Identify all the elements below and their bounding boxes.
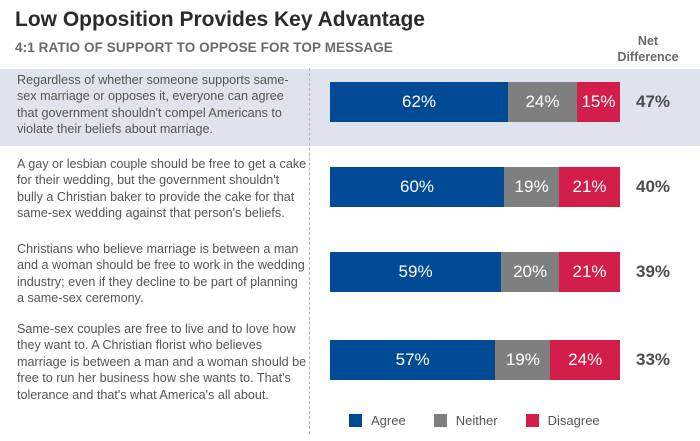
stacked-bar: 57% 19% 24%	[330, 340, 620, 380]
stacked-bar: 60% 19% 21%	[330, 167, 620, 207]
bar-segment-disagree: 21%	[559, 167, 620, 207]
bar-segment-disagree: 24%	[550, 340, 620, 380]
legend-swatch-agree	[349, 414, 362, 427]
bar-segment-agree: 62%	[330, 82, 509, 122]
net-difference-value: 40%	[636, 177, 671, 196]
dashed-divider	[309, 68, 310, 434]
bar-segment-neither: 19%	[504, 167, 560, 207]
message-text: Regardless of whether someone supports s…	[17, 73, 289, 137]
net-difference-value: 47%	[636, 92, 671, 111]
legend-label-agree: Agree	[371, 413, 406, 428]
bar-value-label: 20%	[513, 262, 548, 281]
bar-segment-neither: 24%	[508, 82, 577, 122]
bar-value-label: 60%	[399, 177, 435, 196]
legend-item-neither: Neither	[433, 413, 498, 428]
legend-label-disagree: Disagree	[547, 413, 600, 428]
bar-segment-disagree: 15%	[576, 82, 620, 122]
bar-value-label: 21%	[572, 262, 607, 281]
bar-segment-agree: 59%	[330, 252, 502, 292]
legend-item-agree: Agree	[349, 413, 406, 428]
chart-title: Low Opposition Provides Key Advantage	[15, 8, 425, 31]
legend-swatch-disagree	[525, 414, 539, 427]
bar-value-label: 19%	[505, 350, 540, 369]
net-difference-value: 33%	[636, 350, 671, 369]
bar-value-label: 24%	[568, 350, 603, 369]
bar-value-label: 62%	[401, 92, 437, 111]
bar-segment-neither: 19%	[495, 340, 551, 380]
net-difference-header: Net Difference	[617, 34, 679, 64]
legend-label-neither: Neither	[455, 413, 498, 428]
net-difference-value: 39%	[636, 262, 671, 281]
bar-segment-disagree: 21%	[559, 252, 620, 292]
legend: Agree Neither Disagree	[349, 413, 628, 428]
message-text: Same-sex couples are free to live and to…	[17, 322, 307, 402]
message-text: Christians who believe marriage is betwe…	[17, 242, 305, 306]
bar-value-label: 59%	[398, 262, 433, 281]
bar-value-label: 57%	[395, 350, 430, 369]
message-text: A gay or lesbian couple should be free t…	[17, 157, 307, 221]
bar-value-label: 24%	[525, 92, 560, 111]
stacked-bar: 62% 24% 15%	[330, 82, 620, 122]
legend-swatch-neither	[433, 414, 447, 427]
bar-value-label: 21%	[572, 177, 607, 196]
bar-value-label: 15%	[581, 92, 616, 111]
bar-value-label: 19%	[514, 177, 549, 196]
bar-segment-agree: 60%	[330, 167, 504, 207]
bar-segment-agree: 57%	[330, 340, 496, 380]
legend-item-disagree: Disagree	[525, 413, 600, 428]
chart-subtitle: 4:1 RATIO OF SUPPORT TO OPPOSE FOR TOP M…	[15, 40, 393, 55]
stacked-bar: 59% 20% 21%	[330, 252, 620, 292]
bar-segment-neither: 20%	[501, 252, 560, 292]
